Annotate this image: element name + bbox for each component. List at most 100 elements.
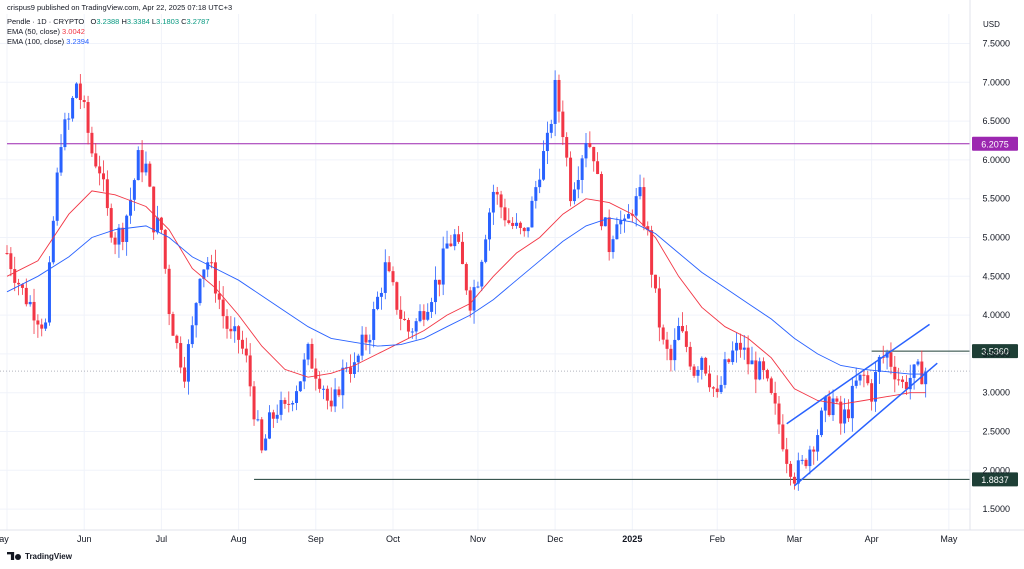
candle-body <box>696 369 700 376</box>
candle-body <box>267 412 271 439</box>
tradingview-logo[interactable]: TradingView <box>7 552 72 561</box>
candle-body <box>113 237 117 245</box>
high-label: H <box>121 17 127 26</box>
candle-body <box>9 253 13 270</box>
grid <box>0 14 970 530</box>
x-tick-label: Oct <box>386 534 401 544</box>
candle-body <box>607 217 611 253</box>
candle-body <box>522 227 526 232</box>
candle-body <box>491 191 495 213</box>
candle-body <box>295 391 298 404</box>
ema100-legend[interactable]: EMA (100, close) 3.2394 <box>7 37 89 47</box>
candle-body <box>364 334 368 343</box>
candle-body <box>688 346 692 367</box>
candle-body <box>866 375 870 384</box>
ema50-label: EMA (50, close) <box>7 27 60 36</box>
level-label-bg <box>972 136 1018 151</box>
candle-body <box>82 99 86 103</box>
candle-body <box>283 400 287 404</box>
ema-line <box>6 217 926 375</box>
candle-body <box>86 102 90 133</box>
candle-body <box>889 352 893 367</box>
candle-body <box>843 409 847 424</box>
candle-body <box>372 309 376 340</box>
candle-body <box>90 132 94 154</box>
y-tick-label: 2.0000 <box>982 465 1010 475</box>
candle-body <box>924 371 928 385</box>
candles <box>5 70 928 491</box>
candle-body <box>391 271 395 283</box>
y-tick-label: 7.0000 <box>982 77 1010 87</box>
candle-body <box>592 146 596 162</box>
candle-body <box>17 282 21 285</box>
candle-body <box>233 326 237 332</box>
y-axis: 7.5000 7.0000 6.5000 6.0000 5.5000 5.0000 4.50… <box>982 39 1010 515</box>
candle-body <box>125 215 129 242</box>
y-tick-label: 4.0000 <box>982 310 1010 320</box>
candle-body <box>171 314 175 336</box>
x-tick-label: Dec <box>547 534 564 544</box>
candle-body <box>356 355 360 363</box>
candle-body <box>264 438 268 451</box>
candle-body <box>167 268 171 315</box>
close-value: 3.2787 <box>186 17 210 26</box>
candle-body <box>221 299 225 317</box>
rising-wedge-channel <box>786 323 938 487</box>
open-value: 3.2388 <box>96 17 120 26</box>
candle-body <box>240 339 244 349</box>
candle-body <box>561 111 565 138</box>
candle-body <box>418 311 422 322</box>
candle-body <box>51 220 55 263</box>
candle-body <box>800 459 804 461</box>
candle-body <box>117 227 121 245</box>
candle-body <box>488 212 491 240</box>
candle-body <box>534 187 538 201</box>
candle-body <box>565 137 569 158</box>
candle-body <box>916 361 920 365</box>
candle-body <box>59 147 63 173</box>
y-tick-label: 6.0000 <box>982 155 1010 165</box>
ema50-legend[interactable]: EMA (50, close) 3.0042 <box>7 27 85 37</box>
candle-body <box>569 157 573 202</box>
candle-body <box>642 187 646 227</box>
candle-body <box>789 463 793 477</box>
candle-body <box>650 230 654 275</box>
candle-body <box>74 83 78 98</box>
x-tick-label: Jul <box>156 534 168 544</box>
candle-body <box>468 290 472 311</box>
candle-body <box>877 356 881 373</box>
candle-body <box>275 414 279 419</box>
candle-body <box>210 262 214 264</box>
candle-body <box>708 373 712 388</box>
level-label: 6.2075 <box>981 139 1009 149</box>
candle-body <box>700 357 704 370</box>
candle-body <box>862 374 866 376</box>
candle-body <box>183 367 187 382</box>
low-label: L <box>151 17 157 26</box>
candle-body <box>460 241 464 265</box>
candle-body <box>349 367 353 375</box>
candle-body <box>518 222 522 228</box>
candle-body <box>213 262 217 294</box>
candle-body <box>325 388 329 401</box>
candle-body <box>387 262 391 272</box>
candle-body <box>823 396 827 411</box>
candle-body <box>885 352 889 358</box>
candle-body <box>634 196 638 216</box>
y-tick-label: 3.5000 <box>982 349 1010 359</box>
ema-line <box>6 190 926 405</box>
candle-body <box>36 320 40 325</box>
candle-body <box>78 83 82 100</box>
candle-body <box>433 279 437 303</box>
candle-body <box>742 347 746 350</box>
candle-body <box>503 207 507 221</box>
candle-body <box>337 389 341 396</box>
ema50-value: 3.0042 <box>62 27 85 36</box>
candle-body <box>422 311 426 320</box>
candle-body <box>28 301 32 305</box>
candle-body <box>63 119 67 148</box>
candle-body <box>816 435 820 452</box>
candle-body <box>256 419 260 421</box>
symbol-label[interactable]: Pendle · 1D · CRYPTO <box>7 17 85 26</box>
